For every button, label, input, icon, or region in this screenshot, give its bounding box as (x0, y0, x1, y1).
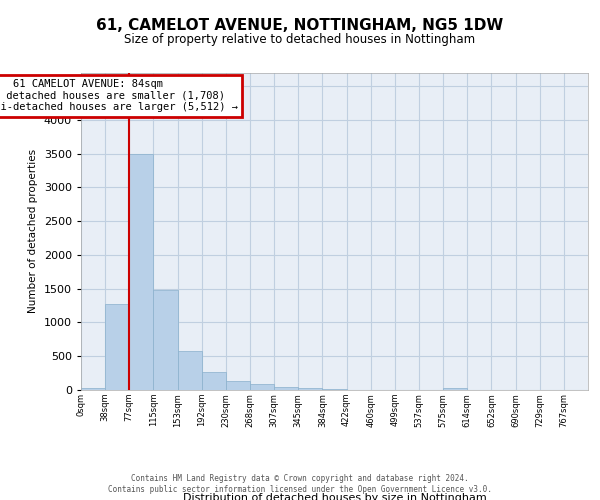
Bar (129, 154, 154, 390)
Text: Contains HM Land Registry data © Crown copyright and database right 2024.
Contai: Contains HM Land Registry data © Crown c… (108, 474, 492, 494)
Bar (154, 290, 178, 390)
Bar (298, 388, 322, 390)
Bar (105, 304, 129, 390)
Bar (226, 380, 250, 390)
Bar (202, 372, 226, 390)
X-axis label: Distribution of detached houses by size in Nottingham: Distribution of detached houses by size … (182, 494, 487, 500)
Bar (81, 388, 105, 390)
Bar (443, 388, 467, 390)
Bar (274, 386, 298, 390)
Bar (250, 384, 274, 390)
Bar (178, 352, 202, 390)
Text: 61 CAMELOT AVENUE: 84sqm
← 23% of detached houses are smaller (1,708)
75% of sem: 61 CAMELOT AVENUE: 84sqm ← 23% of detach… (0, 80, 238, 112)
Text: 61, CAMELOT AVENUE, NOTTINGHAM, NG5 1DW: 61, CAMELOT AVENUE, NOTTINGHAM, NG5 1DW (97, 18, 503, 32)
Y-axis label: Number of detached properties: Number of detached properties (28, 149, 38, 314)
Text: Size of property relative to detached houses in Nottingham: Size of property relative to detached ho… (124, 32, 476, 46)
